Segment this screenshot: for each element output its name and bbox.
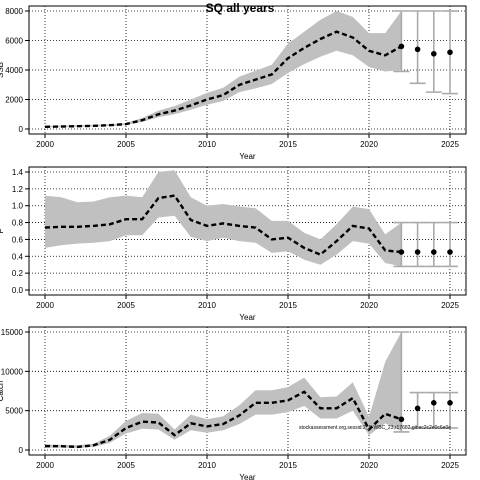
y-tick-label: 10000 bbox=[1, 367, 24, 376]
y-tick-label: 0.0 bbox=[12, 286, 24, 295]
y-tick-label: 0.8 bbox=[12, 219, 24, 228]
x-tick-label: 2010 bbox=[198, 461, 216, 470]
forecast-point bbox=[431, 249, 437, 255]
x-tick-label: 2005 bbox=[117, 301, 135, 310]
forecast-point bbox=[431, 400, 437, 406]
confidence-band bbox=[45, 332, 402, 448]
x-tick-label: 2005 bbox=[117, 461, 135, 470]
y-tick-label: 0 bbox=[19, 446, 24, 455]
y-tick-label: 15000 bbox=[1, 328, 24, 337]
x-tick-label: 2025 bbox=[441, 461, 459, 470]
x-tick-label: 2005 bbox=[117, 140, 135, 149]
y-tick-label: 8000 bbox=[5, 7, 23, 16]
y-axis-label: SSB bbox=[0, 62, 5, 78]
y-axis-label: Catch bbox=[0, 381, 5, 402]
x-tick-label: 2015 bbox=[279, 140, 297, 149]
y-tick-label: 1.0 bbox=[12, 202, 24, 211]
forecast-point bbox=[398, 43, 405, 50]
x-tick-label: 2025 bbox=[441, 140, 459, 149]
y-tick-label: 5000 bbox=[5, 407, 23, 416]
panel-fishing-mortality: 2000 2005 2010 2015 2020 2025 0.0 0.2 0.4 0.6 0.8 1… bbox=[0, 166, 467, 322]
x-tick-label: 2010 bbox=[198, 301, 216, 310]
y-axis-label: F bbox=[0, 228, 5, 233]
estimate-line bbox=[44, 390, 402, 449]
x-tick-label: 2020 bbox=[360, 461, 378, 470]
x-axis-label: Year bbox=[239, 313, 256, 322]
forecast-point bbox=[447, 249, 453, 255]
x-tick-label: 2000 bbox=[36, 140, 54, 149]
forecast-point bbox=[447, 400, 453, 406]
y-tick-label: 2000 bbox=[5, 96, 23, 105]
plot-frame-f bbox=[28, 166, 467, 296]
forecast-point bbox=[414, 405, 421, 412]
x-axis-label: Year bbox=[239, 152, 256, 161]
y-tick-label: 0.2 bbox=[12, 269, 24, 278]
confidence-band bbox=[45, 170, 402, 267]
x-tick-label: 2010 bbox=[198, 140, 216, 149]
x-axis-label: Year bbox=[239, 473, 256, 480]
forecast-point bbox=[431, 50, 437, 57]
panel-catch: 2000 2005 2010 2015 2020 2025 0 5000 10000 15000 Y… bbox=[0, 326, 467, 480]
x-tick-label: 2020 bbox=[360, 301, 378, 310]
y-tick-label: 0.6 bbox=[12, 235, 24, 244]
estimate-line bbox=[44, 30, 402, 128]
forecast-point bbox=[398, 416, 405, 423]
figure-title: SQ all years bbox=[205, 1, 275, 15]
y-tick-label: 0 bbox=[19, 125, 24, 134]
y-tick-label: 1.4 bbox=[12, 168, 24, 177]
y-tick-label: 0.4 bbox=[12, 252, 24, 261]
x-tick-label: 2025 bbox=[441, 301, 459, 310]
forecast-point bbox=[447, 49, 453, 56]
x-tick-label: 2015 bbox=[279, 301, 297, 310]
credit-text: stockassessment.org,sessid:2_S-WBC_23,r1… bbox=[299, 425, 452, 431]
x-tick-label: 2000 bbox=[36, 461, 54, 470]
x-tick-label: 2020 bbox=[360, 140, 378, 149]
forecast-point bbox=[414, 46, 421, 53]
x-tick-label: 2015 bbox=[279, 461, 297, 470]
confidence-band bbox=[45, 11, 402, 128]
y-tick-label: 6000 bbox=[5, 37, 23, 46]
x-tick-label: 2000 bbox=[36, 301, 54, 310]
y-tick-label: 4000 bbox=[5, 66, 23, 75]
y-tick-label: 1.2 bbox=[12, 185, 24, 194]
forecast-point bbox=[398, 249, 405, 255]
estimate-line bbox=[44, 194, 402, 256]
forecast-point bbox=[414, 249, 421, 255]
plot-frame-catch bbox=[28, 326, 467, 456]
panel-ssb: 2000 2005 2010 2015 2020 2025 0 2000 4000 6000 800… bbox=[0, 5, 467, 161]
